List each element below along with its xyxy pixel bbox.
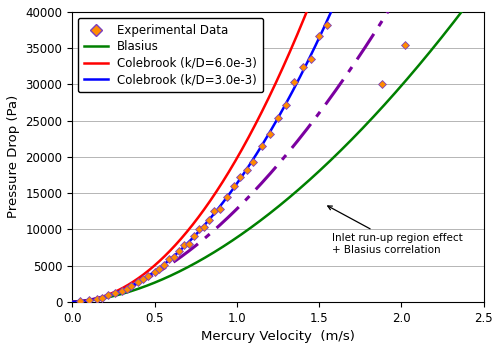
Point xyxy=(210,208,218,214)
Point xyxy=(216,206,224,211)
Point xyxy=(250,160,258,165)
Point xyxy=(378,82,386,87)
Point xyxy=(200,225,208,230)
Point xyxy=(290,79,298,85)
Point xyxy=(160,262,168,267)
Point xyxy=(223,194,231,200)
Point xyxy=(315,34,323,39)
Point xyxy=(332,0,340,6)
Point xyxy=(166,256,173,261)
Point xyxy=(180,242,188,247)
Point xyxy=(185,241,193,247)
Point xyxy=(118,288,126,293)
Point xyxy=(111,290,119,296)
Point xyxy=(93,296,101,302)
Point xyxy=(266,131,274,137)
Point xyxy=(104,293,112,298)
Point xyxy=(298,64,306,70)
Text: Inlet run-up region effect
+ Blasius correlation: Inlet run-up region effect + Blasius cor… xyxy=(328,206,463,254)
Point xyxy=(205,217,213,223)
Point xyxy=(150,269,158,275)
Legend: Experimental Data, Blasius, Colebrook (k/D=6.0e-3), Colebrook (k/D=3.0e-3): Experimental Data, Blasius, Colebrook (k… xyxy=(78,18,263,92)
Point xyxy=(122,286,130,292)
Point xyxy=(190,233,198,239)
Point xyxy=(76,299,84,304)
Point xyxy=(258,143,266,149)
Y-axis label: Pressure Drop (Pa): Pressure Drop (Pa) xyxy=(7,95,20,218)
Point xyxy=(139,276,147,282)
Point xyxy=(230,183,237,189)
Point xyxy=(236,174,244,180)
Point xyxy=(400,42,408,47)
Point xyxy=(242,167,250,172)
Point xyxy=(195,226,203,231)
Point xyxy=(98,295,106,300)
Point xyxy=(156,266,164,272)
Point xyxy=(282,103,290,108)
Point xyxy=(128,284,136,289)
Point xyxy=(144,273,152,278)
Point xyxy=(274,116,282,121)
Point xyxy=(307,56,315,62)
Point xyxy=(134,279,142,285)
Point xyxy=(84,298,92,303)
Point xyxy=(175,248,183,254)
Point xyxy=(324,22,332,28)
Point xyxy=(170,254,178,260)
X-axis label: Mercury Velocity  (m/s): Mercury Velocity (m/s) xyxy=(201,330,355,343)
